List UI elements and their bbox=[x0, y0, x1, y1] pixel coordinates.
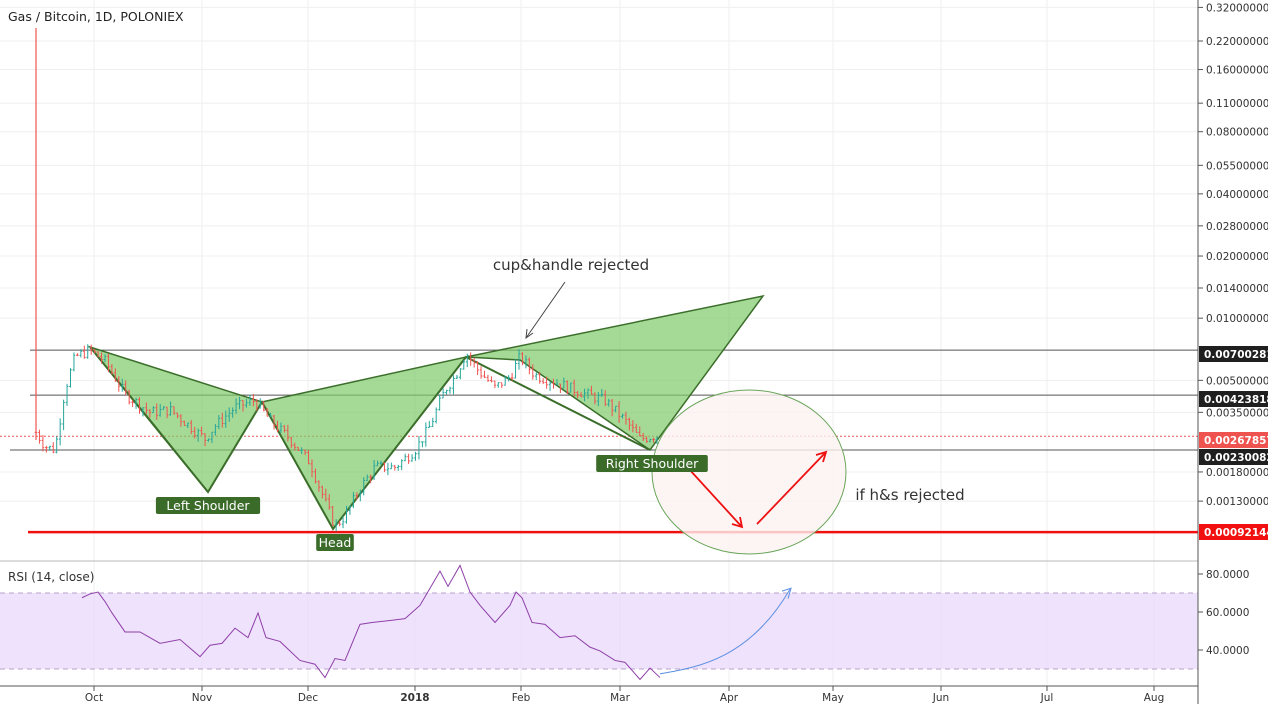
pointer-head bbox=[525, 328, 534, 340]
time-tick-label: Jul bbox=[1040, 692, 1054, 704]
pattern-drawings bbox=[87, 294, 765, 531]
price-tick-label: 0.01000000 bbox=[1206, 313, 1268, 325]
time-tick-label: Jun bbox=[932, 692, 949, 704]
right-shoulder-label: Right Shoulder bbox=[606, 456, 699, 471]
time-tick-label: Apr bbox=[720, 692, 739, 704]
price-tag-label: 0.00267857 bbox=[1204, 435, 1268, 447]
price-tick-label: 0.02800000 bbox=[1206, 221, 1268, 233]
price-tag-label: 0.00230082 bbox=[1204, 452, 1268, 464]
time-scale[interactable]: Oct Nov Dec 2018 Feb Mar Apr May Jun Jul Aug bbox=[85, 686, 1164, 704]
price-tag-box bbox=[1199, 432, 1268, 448]
price-tick-label: 0.22000000 bbox=[1206, 36, 1268, 48]
rsi-tick-label: 40.0000 bbox=[1206, 645, 1249, 657]
price-tags: 0.00700281 0.00423818 0.00267857 0.00230082… bbox=[1199, 346, 1268, 540]
price-tick-label: 0.00180000 bbox=[1206, 467, 1268, 479]
price-tag-box bbox=[1199, 346, 1268, 362]
rsi-projection-arrowhead bbox=[781, 587, 792, 599]
time-tick-label: Nov bbox=[192, 692, 213, 704]
cup-handle-label: cup&handle rejected bbox=[493, 256, 649, 274]
rsi-tick-label: 60.0000 bbox=[1206, 607, 1249, 619]
price-tick-label: 0.02000000 bbox=[1206, 251, 1268, 263]
price-tick-label: 0.00130000 bbox=[1206, 496, 1268, 508]
price-tick-label: 0.32000000 bbox=[1206, 2, 1268, 14]
head-label: Head bbox=[319, 535, 352, 550]
price-tick-label: 0.08000000 bbox=[1206, 127, 1268, 139]
price-tick-label: 0.05500000 bbox=[1206, 160, 1268, 172]
price-tag-label: 0.00423818 bbox=[1204, 394, 1268, 406]
time-tick-label: Aug bbox=[1144, 692, 1165, 704]
left-shoulder-label: Left Shoulder bbox=[166, 498, 250, 513]
rsi-indicator: 80.0000 60.0000 40.0000 bbox=[0, 564, 1249, 681]
down-arrow-head bbox=[731, 516, 744, 529]
time-tick-label: Feb bbox=[512, 692, 531, 704]
annotation-overlay: cup&handle rejected if h&s rejected Left S… bbox=[155, 256, 965, 555]
time-tick-label: Dec bbox=[298, 692, 319, 704]
price-scale[interactable]: 0.32000000 0.22000000 0.16000000 0.11000000… bbox=[1198, 2, 1268, 508]
pointer-line bbox=[525, 281, 566, 339]
price-tick-label: 0.11000000 bbox=[1206, 98, 1268, 110]
hs-rejected-label: if h&s rejected bbox=[855, 486, 964, 504]
rsi-tick-label: 80.0000 bbox=[1206, 569, 1249, 581]
right-shoulder-label-box bbox=[596, 455, 708, 472]
rsi-band bbox=[0, 593, 1198, 669]
price-tag-label: 0.00700281 bbox=[1204, 349, 1268, 361]
time-tick-label: Oct bbox=[85, 692, 103, 704]
price-tick-label: 0.00350000 bbox=[1206, 407, 1268, 419]
price-tag-box bbox=[1199, 524, 1268, 540]
rsi-line bbox=[81, 564, 661, 681]
price-pane-background bbox=[0, 0, 1198, 560]
time-tick-label: May bbox=[822, 692, 844, 704]
price-tick-label: 0.01400000 bbox=[1206, 283, 1268, 295]
hs-pattern-outline bbox=[89, 346, 651, 531]
price-tag-box bbox=[1199, 391, 1268, 407]
chart-title: Gas / Bitcoin, 1D, POLONIEX bbox=[8, 9, 184, 24]
price-tick-label: 0.00500000 bbox=[1206, 375, 1268, 387]
price-tick-label: 0.04000000 bbox=[1206, 189, 1268, 201]
price-tag-box bbox=[1199, 449, 1268, 465]
up-arrow-head bbox=[815, 450, 828, 463]
time-tick-label: Mar bbox=[610, 692, 630, 704]
left-shoulder-label-box bbox=[155, 497, 261, 514]
price-candles bbox=[34, 28, 659, 532]
head-label-box bbox=[316, 534, 354, 551]
price-tag-label: 0.00092144 bbox=[1204, 527, 1268, 539]
rsi-projection-curve bbox=[659, 588, 791, 675]
time-tick-label: 2018 bbox=[400, 692, 429, 704]
rsi-title: RSI (14, close) bbox=[8, 570, 94, 584]
up-arrow bbox=[756, 451, 827, 525]
price-tick-label: 0.16000000 bbox=[1206, 65, 1268, 77]
